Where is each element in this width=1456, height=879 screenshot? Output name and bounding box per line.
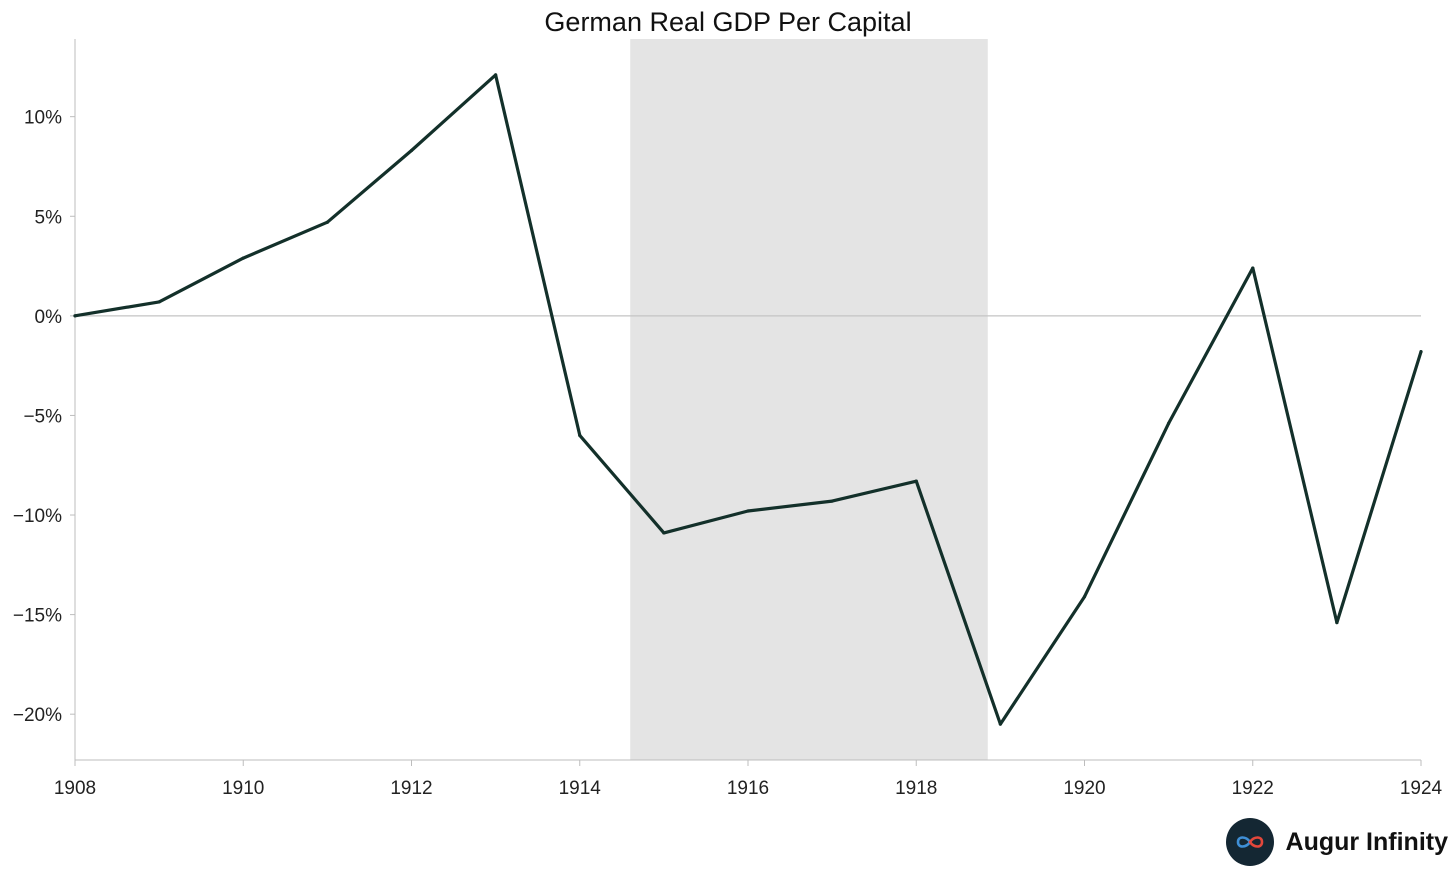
data-point	[1419, 350, 1423, 354]
y-tick-label: −5%	[23, 406, 62, 427]
infinity-icon	[1225, 818, 1274, 866]
data-point	[494, 73, 498, 77]
data-point	[998, 722, 1002, 726]
y-tick-label: 5%	[35, 207, 63, 228]
data-point	[241, 256, 245, 260]
chart-title: German Real GDP Per Capital	[544, 7, 911, 37]
x-tick-label: 1918	[895, 778, 937, 799]
x-tick-label: 1922	[1232, 778, 1274, 799]
y-tick-label: −15%	[13, 606, 62, 627]
data-point	[914, 479, 918, 483]
data-point	[325, 220, 329, 224]
data-point	[662, 531, 666, 535]
x-tick-label: 1912	[390, 778, 432, 799]
y-tick-label: −10%	[13, 506, 62, 527]
data-point	[157, 300, 161, 304]
data-point	[830, 499, 834, 503]
data-point	[578, 433, 582, 437]
x-tick-label: 1924	[1400, 778, 1443, 799]
x-tick-label: 1920	[1063, 778, 1105, 799]
x-tick-label: 1910	[222, 778, 264, 799]
data-point	[73, 314, 77, 318]
data-point	[1167, 421, 1171, 426]
data-point	[409, 148, 414, 153]
x-tick-label: 1914	[559, 778, 602, 799]
shaded-region	[630, 39, 988, 760]
y-tick-label: 10%	[24, 108, 62, 129]
x-tick-label: 1908	[54, 778, 96, 799]
y-tick-label: −20%	[13, 705, 62, 726]
data-point	[1335, 620, 1339, 625]
x-tick-label: 1916	[727, 778, 769, 799]
brand-logo-group: Augur Infinity	[1225, 818, 1448, 866]
data-point	[1082, 595, 1087, 599]
data-point	[1251, 266, 1255, 270]
data-point	[746, 509, 750, 513]
brand-name: Augur Infinity	[1285, 827, 1448, 856]
y-tick-label: 0%	[35, 307, 63, 328]
